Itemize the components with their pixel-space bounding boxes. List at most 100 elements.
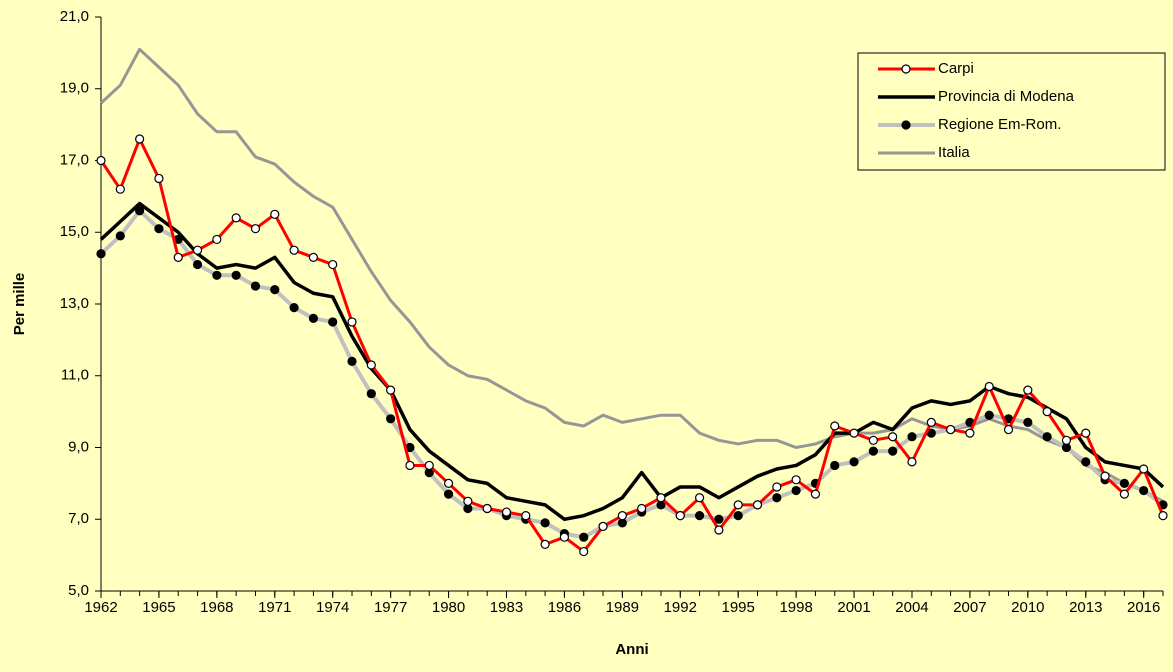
- point: [192, 245, 203, 255]
- point: [308, 313, 318, 323]
- point: [366, 389, 376, 399]
- point: [559, 532, 570, 542]
- point: [637, 503, 647, 514]
- point: [154, 224, 164, 234]
- y-tick-label: 17,0: [60, 151, 89, 168]
- point: [231, 270, 241, 280]
- point: [714, 514, 724, 524]
- point: [501, 507, 512, 517]
- point: [579, 532, 589, 542]
- series-line: [99, 137, 1165, 554]
- point: [1119, 489, 1129, 499]
- legend-label: Carpi: [938, 60, 974, 77]
- point: [270, 209, 280, 219]
- point: [617, 511, 627, 521]
- point: [965, 428, 975, 438]
- point: [579, 546, 589, 557]
- point: [791, 485, 801, 496]
- point: [598, 521, 608, 532]
- point: [907, 432, 917, 442]
- point: [1158, 511, 1168, 521]
- legend-box: [857, 52, 1166, 171]
- x-tick-label: 1974: [316, 599, 349, 616]
- point: [212, 270, 222, 280]
- x-tick-label: 1983: [490, 599, 523, 616]
- point: [830, 421, 840, 431]
- point: [463, 496, 473, 506]
- point: [347, 356, 357, 366]
- y-axis-title: Per mille: [11, 273, 28, 336]
- point: [250, 224, 261, 234]
- legend: Carpi Provincia di Modena Regione Em-Rom. I…: [857, 52, 1166, 171]
- point: [96, 155, 106, 166]
- legend-marker: [901, 120, 911, 130]
- point: [1042, 407, 1052, 417]
- point: [135, 206, 145, 216]
- point: [424, 460, 434, 471]
- point: [115, 184, 125, 194]
- point: [675, 511, 685, 521]
- point: [1003, 424, 1014, 435]
- point: [694, 493, 705, 503]
- point: [1081, 457, 1091, 467]
- point: [810, 489, 821, 499]
- point: [308, 252, 318, 262]
- point: [868, 435, 878, 445]
- point: [733, 500, 743, 510]
- point: [694, 511, 705, 521]
- point: [1139, 464, 1149, 474]
- point: [1081, 428, 1091, 438]
- legend-label: Regione Em-Rom.: [938, 116, 1061, 133]
- x-tick-label: 2013: [1069, 599, 1102, 616]
- point: [945, 424, 956, 435]
- x-tick-label: 1968: [200, 599, 233, 616]
- point: [1042, 432, 1052, 442]
- y-tick-label: 21,0: [60, 8, 89, 25]
- series-line: [99, 201, 1165, 521]
- point: [192, 259, 203, 270]
- point: [888, 432, 898, 442]
- point: [386, 414, 396, 424]
- x-tick-label: 1962: [84, 599, 117, 616]
- x-tick-label: 2016: [1127, 599, 1160, 616]
- x-tick-label: 1989: [606, 599, 639, 616]
- point: [270, 285, 280, 295]
- x-tick-label: 1980: [432, 599, 465, 616]
- point: [231, 213, 241, 223]
- point: [907, 457, 917, 467]
- x-tick-label: 1965: [142, 599, 175, 616]
- point: [173, 252, 183, 262]
- y-tick-label: 5,0: [68, 582, 89, 599]
- x-tick-label: 2010: [1011, 599, 1044, 616]
- point: [1023, 417, 1033, 427]
- point: [1100, 471, 1110, 481]
- point: [868, 446, 878, 456]
- x-tick-label: 1977: [374, 599, 407, 616]
- x-tick-label: 2001: [837, 599, 870, 616]
- legend-label: Provincia di Modena: [938, 88, 1075, 105]
- point: [1061, 435, 1072, 445]
- x-tick-label: 1995: [722, 599, 755, 616]
- point: [289, 302, 299, 313]
- point: [96, 249, 106, 259]
- point: [405, 460, 415, 471]
- point: [752, 500, 763, 510]
- point: [347, 317, 357, 327]
- y-tick-label: 19,0: [60, 80, 89, 97]
- point: [443, 489, 454, 499]
- point: [984, 410, 994, 420]
- point: [540, 518, 550, 528]
- point: [849, 428, 859, 438]
- point: [656, 493, 666, 503]
- point: [1139, 485, 1149, 496]
- x-tick-label: 2004: [895, 599, 928, 616]
- y-tick-label: 13,0: [60, 295, 89, 312]
- y-tick-label: 9,0: [68, 438, 89, 455]
- point: [328, 317, 338, 327]
- x-tick-label: 1998: [779, 599, 812, 616]
- point: [926, 417, 936, 427]
- y-tick-label: 11,0: [61, 367, 89, 384]
- point: [115, 231, 125, 241]
- point: [443, 478, 454, 488]
